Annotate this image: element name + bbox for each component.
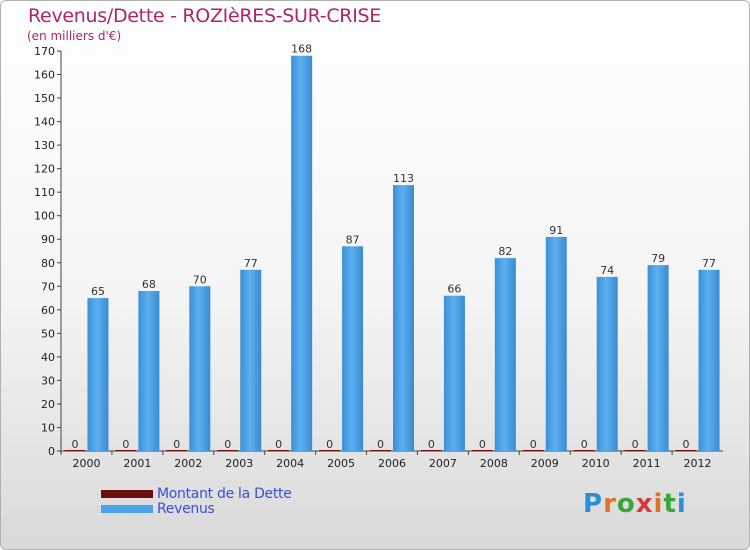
- legend-label-debt: Montant de la Dette: [157, 486, 292, 502]
- debt-data-label: 0: [326, 438, 333, 451]
- legend-swatch-debt: [101, 490, 153, 498]
- revenue-bar: [393, 185, 414, 451]
- x-tick-label: 2005: [327, 457, 355, 470]
- debt-bar: [64, 450, 86, 451]
- debt-bar: [624, 450, 646, 451]
- debt-data-label: 0: [683, 438, 690, 451]
- x-tick-label: 2008: [480, 457, 508, 470]
- x-tick-label: 2002: [174, 457, 202, 470]
- y-tick-label: 110: [34, 186, 55, 199]
- revenue-bar: [545, 236, 567, 451]
- debt-bar: [268, 450, 290, 451]
- revenue-bar: [240, 269, 262, 451]
- chart-title: Revenus/Dette - ROZIèRES-SUR-CRISE: [28, 5, 381, 27]
- y-tick-label: 170: [34, 45, 55, 58]
- debt-data-label: 0: [71, 438, 78, 451]
- x-tick-label: 2012: [684, 457, 712, 470]
- y-tick-label: 40: [41, 351, 55, 364]
- debt-bar: [166, 450, 188, 451]
- revenue-data-label: 65: [91, 285, 105, 298]
- y-tick-label: 50: [41, 327, 55, 340]
- y-tick-label: 150: [34, 92, 55, 105]
- debt-data-label: 0: [224, 438, 231, 451]
- y-tick-label: 20: [41, 398, 55, 411]
- legend-swatch-revenue: [101, 505, 153, 513]
- revenue-data-label: 82: [498, 245, 512, 258]
- debt-bar: [115, 450, 137, 451]
- debt-data-label: 0: [173, 438, 180, 451]
- debt-bar: [471, 450, 493, 451]
- revenue-data-label: 87: [346, 233, 360, 246]
- debt-bar: [573, 450, 595, 451]
- revenue-data-label: 74: [600, 264, 614, 277]
- revenue-bar: [596, 276, 618, 451]
- x-tick-label: 2009: [531, 457, 559, 470]
- y-tick-label: 90: [41, 233, 55, 246]
- revenue-data-label: 113: [393, 172, 414, 185]
- revenue-data-label: 66: [447, 283, 461, 296]
- revenue-data-label: 68: [142, 278, 156, 291]
- y-tick-label: 70: [41, 280, 55, 293]
- debt-bar: [319, 450, 341, 451]
- debt-data-label: 0: [122, 438, 129, 451]
- x-tick-label: 2007: [429, 457, 457, 470]
- debt-bar: [420, 450, 442, 451]
- x-tick-label: 2001: [123, 457, 151, 470]
- chart-subtitle: (en milliers d'€): [27, 29, 122, 43]
- x-tick-label: 2003: [225, 457, 253, 470]
- revenue-data-label: 91: [549, 224, 563, 237]
- brand-logo: Proxiti: [583, 489, 687, 519]
- y-tick-label: 10: [41, 421, 55, 434]
- revenue-bar: [698, 269, 720, 451]
- x-tick-label: 2000: [72, 457, 100, 470]
- debt-bar: [370, 450, 391, 451]
- revenue-bar: [443, 295, 465, 451]
- debt-data-label: 0: [275, 438, 282, 451]
- x-tick-label: 2004: [276, 457, 304, 470]
- x-tick-label: 2011: [633, 457, 661, 470]
- y-tick-label: 130: [34, 139, 55, 152]
- revenue-data-label: 79: [651, 252, 665, 265]
- y-tick-label: 30: [41, 374, 55, 387]
- debt-data-label: 0: [581, 438, 588, 451]
- x-tick-label: 2010: [582, 457, 610, 470]
- y-tick-label: 60: [41, 304, 55, 317]
- debt-data-label: 0: [530, 438, 537, 451]
- y-tick-label: 0: [48, 445, 55, 458]
- legend-label-revenue: Revenus: [157, 501, 215, 517]
- revenue-bar: [291, 55, 313, 452]
- y-tick-label: 100: [34, 210, 55, 223]
- debt-bar: [675, 450, 697, 451]
- revenue-data-label: 77: [244, 257, 258, 270]
- debt-data-label: 0: [377, 438, 384, 451]
- revenue-bar: [647, 265, 669, 451]
- debt-data-label: 0: [428, 438, 435, 451]
- revenue-bar: [87, 298, 109, 451]
- y-tick-label: 140: [34, 116, 55, 129]
- x-tick-label: 2006: [378, 457, 406, 470]
- debt-bar: [217, 450, 239, 451]
- revenue-data-label: 168: [291, 43, 312, 56]
- y-tick-label: 120: [34, 163, 55, 176]
- y-tick-label: 80: [41, 257, 55, 270]
- debt-data-label: 0: [479, 438, 486, 451]
- revenue-bar: [342, 246, 364, 451]
- revenue-bar: [494, 258, 516, 451]
- debt-data-label: 0: [632, 438, 639, 451]
- revenue-bar: [189, 286, 211, 451]
- revenue-data-label: 70: [193, 273, 207, 286]
- debt-bar: [522, 450, 544, 451]
- revenue-data-label: 77: [702, 257, 716, 270]
- y-tick-label: 160: [34, 69, 55, 82]
- revenue-bar: [138, 291, 160, 451]
